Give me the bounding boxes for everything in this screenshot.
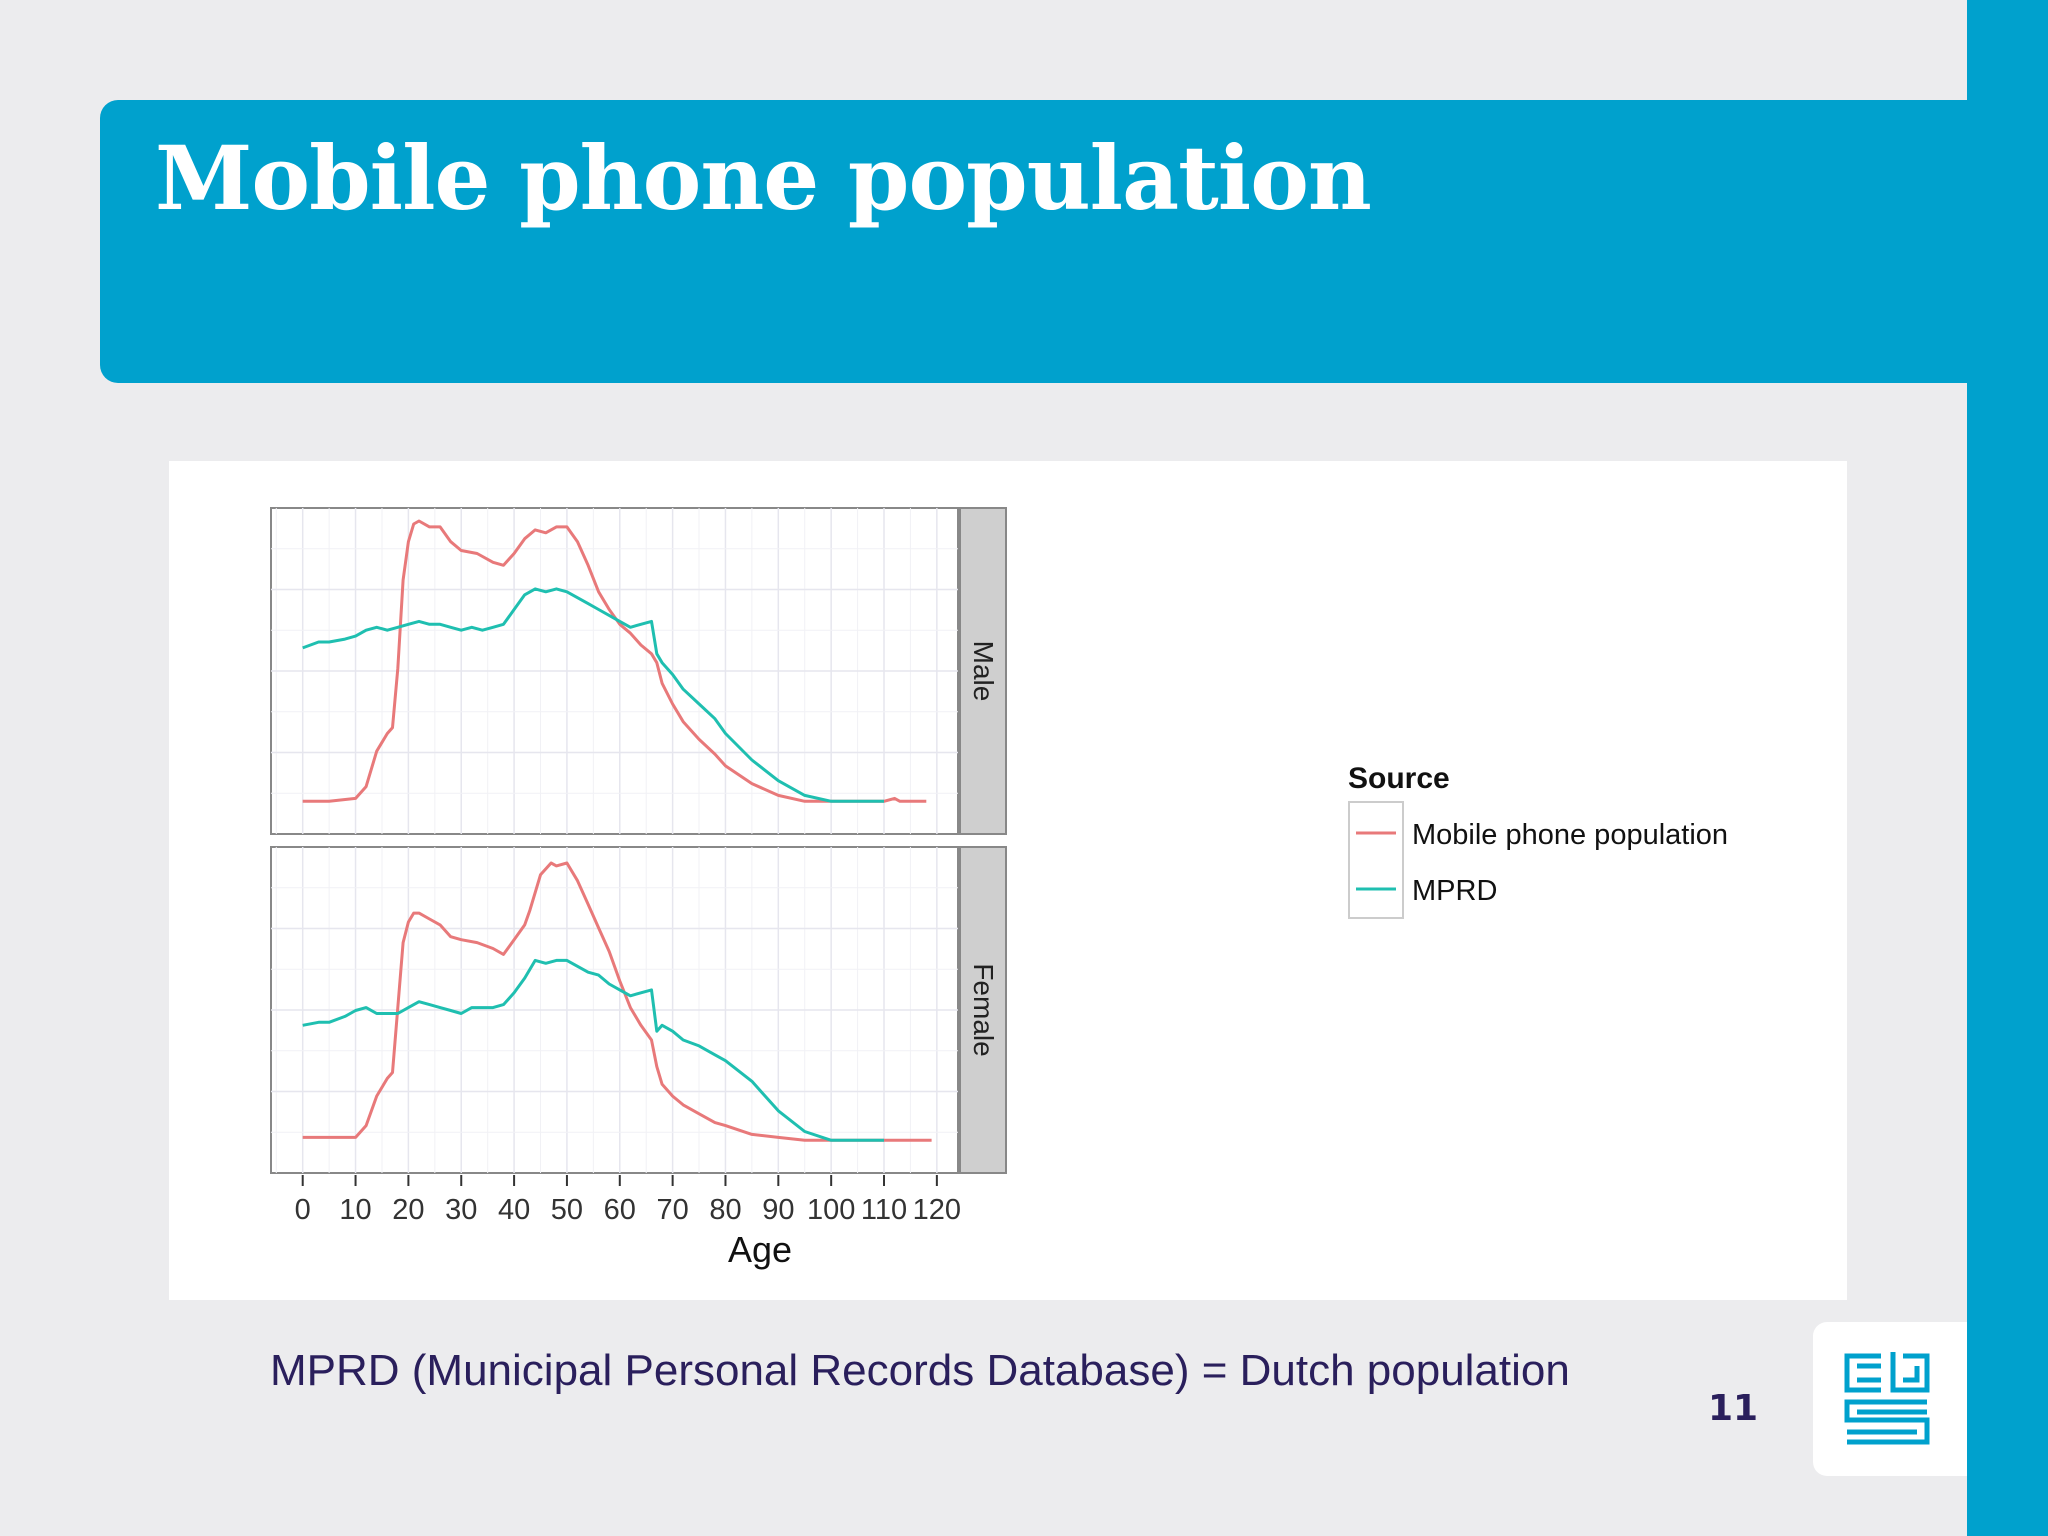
series-line-mobile-male [302,519,927,803]
facet-label-male: Male [968,641,999,702]
chart-panel: Source Mobile phone population MPRD Age … [169,461,1847,1300]
x-tick-label: 0 [295,1194,311,1226]
caption: MPRD (Municipal Personal Records Databas… [270,1346,1570,1395]
legend-label-mobile: Mobile phone population [1412,819,1728,851]
x-tick-label: 50 [551,1194,583,1226]
legend-keys-box [1348,801,1404,919]
x-tick-label: 30 [445,1194,477,1226]
cbs-logo-icon [1844,1352,1930,1445]
title-band [100,100,1967,383]
legend-label-mprd: MPRD [1412,875,1497,907]
facet-strip [959,507,1007,835]
series-line-mprd-female [302,958,884,1142]
facet-strip [959,846,1007,1174]
x-tick-label: 20 [392,1194,424,1226]
slide-title: Mobile phone population [155,126,1372,230]
x-tick-label: 80 [709,1194,741,1226]
x-tick-label: 110 [861,1194,907,1226]
x-tick-label: 90 [762,1194,794,1226]
series-line-mprd-male [302,587,884,803]
x-axis-title: Age [728,1229,792,1270]
facet-panel-female: Female [270,846,1007,1174]
x-tick-label: 70 [656,1194,688,1226]
chart-svg: Source Mobile phone population MPRD Age … [270,507,1728,1270]
x-tick-label: 40 [498,1194,530,1226]
x-tick-label: 120 [913,1194,961,1226]
cbs-logo [1813,1322,1967,1476]
facet-label-female: Female [968,963,999,1056]
x-tick-label: 100 [807,1194,855,1226]
legend-title: Source [1348,762,1450,795]
facet-panel-male: Male [270,507,1007,835]
series-line-mobile-female [302,861,932,1142]
x-tick-label: 60 [604,1194,636,1226]
accent-side-bar [1967,0,2048,1536]
page-number: 11 [1708,1388,1759,1429]
x-tick-label: 10 [339,1194,371,1226]
